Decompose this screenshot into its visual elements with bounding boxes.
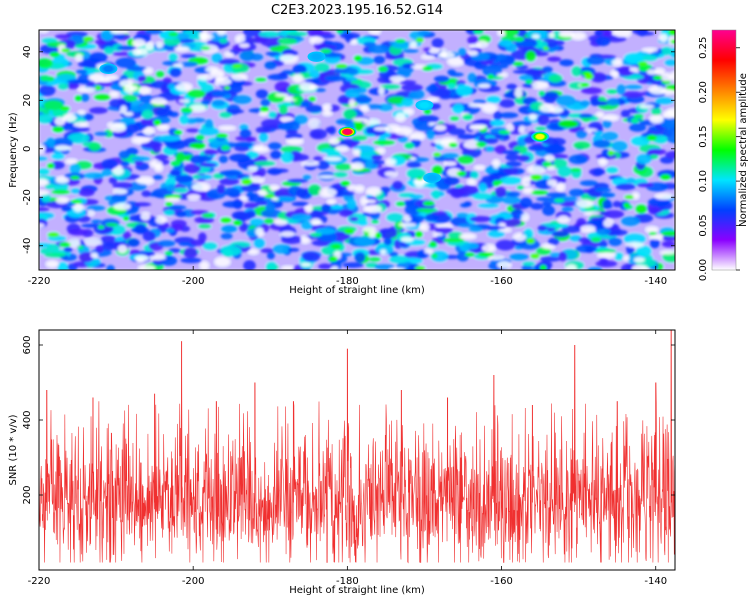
- colorbar-tick-label: 0.25: [698, 37, 709, 59]
- colorbar: 0.00 0.05 0.10 0.15 0.20 0.25 Normalized spec…: [698, 29, 749, 281]
- snr-x-tick-label: -160: [490, 576, 513, 587]
- snr-y-tick-label: 600: [22, 335, 33, 354]
- snr-x-label: Height of straight line (km): [289, 585, 425, 596]
- colorbar-tick-label: 0.05: [698, 214, 709, 236]
- snr-y-tick-label: 200: [22, 485, 33, 504]
- heatmap-peak: [99, 63, 118, 74]
- colorbar-tick-label: 0.20: [698, 81, 709, 103]
- heatmap-y-axis: -40 -20 0 20 40: [22, 45, 675, 254]
- snr-y-tick-label: 400: [22, 410, 33, 429]
- snr-x-tick-label: -220: [28, 576, 51, 587]
- heatmap-peak: [338, 126, 357, 138]
- snr-y-label: SNR (10 * v/v): [8, 414, 19, 485]
- heatmap-x-tick-label: -220: [28, 276, 51, 287]
- heatmap-y-tick-label: 40: [22, 45, 33, 58]
- heatmap-y-label: Frequency (Hz): [8, 112, 19, 188]
- colorbar-tick-label: 0.15: [698, 126, 709, 148]
- colorbar-gradient: [712, 30, 736, 270]
- heatmap-y-tick-label: -40: [22, 238, 33, 254]
- heatmap-y-tick-label: 0: [22, 146, 33, 152]
- heatmap-y-tick-label: 20: [22, 94, 33, 107]
- colorbar-tick-label: 0.00: [698, 259, 709, 281]
- snr-x-axis: -220 -200 -180 -160 -140: [28, 330, 667, 587]
- snr-series-line: [39, 330, 675, 564]
- heatmap-peak: [423, 172, 442, 184]
- snr-panel: -220 -200 -180 -160 -140 200 400 600 Height of…: [8, 329, 676, 596]
- heatmap-frame: [38, 29, 676, 271]
- heatmap-image: [39, 30, 675, 270]
- heatmap-x-label: Height of straight line (km): [289, 285, 425, 296]
- heatmap-x-tick-label: -160: [490, 276, 513, 287]
- colorbar-tick-label: 0.10: [698, 170, 709, 192]
- colorbar-frame: [711, 29, 737, 271]
- snr-x-tick-label: -200: [182, 576, 205, 587]
- heatmap-x-tick-label: -140: [644, 276, 667, 287]
- snr-x-tick-label: -180: [336, 576, 359, 587]
- snr-y-axis: 200 400 600: [22, 335, 675, 505]
- colorbar-ticks: 0.00 0.05 0.10 0.15 0.20 0.25: [698, 37, 740, 281]
- colorbar-label: Normalized spectral amplitude: [738, 73, 749, 227]
- heatmap-peak: [307, 51, 326, 62]
- snr-x-tick-label: -140: [644, 576, 667, 587]
- heatmap-peak: [531, 131, 550, 142]
- heatmap-x-axis: -220 -200 -180 -160 -140: [28, 30, 667, 287]
- heatmap-x-tick-label: -180: [336, 276, 359, 287]
- figure-title: C2E3.2023.195.16.52.G14: [271, 3, 443, 18]
- heatmap-peak: [415, 99, 434, 111]
- heatmap-y-tick-label: -20: [22, 189, 33, 205]
- snr-frame: [38, 329, 676, 571]
- heatmap-x-tick-label: -200: [182, 276, 205, 287]
